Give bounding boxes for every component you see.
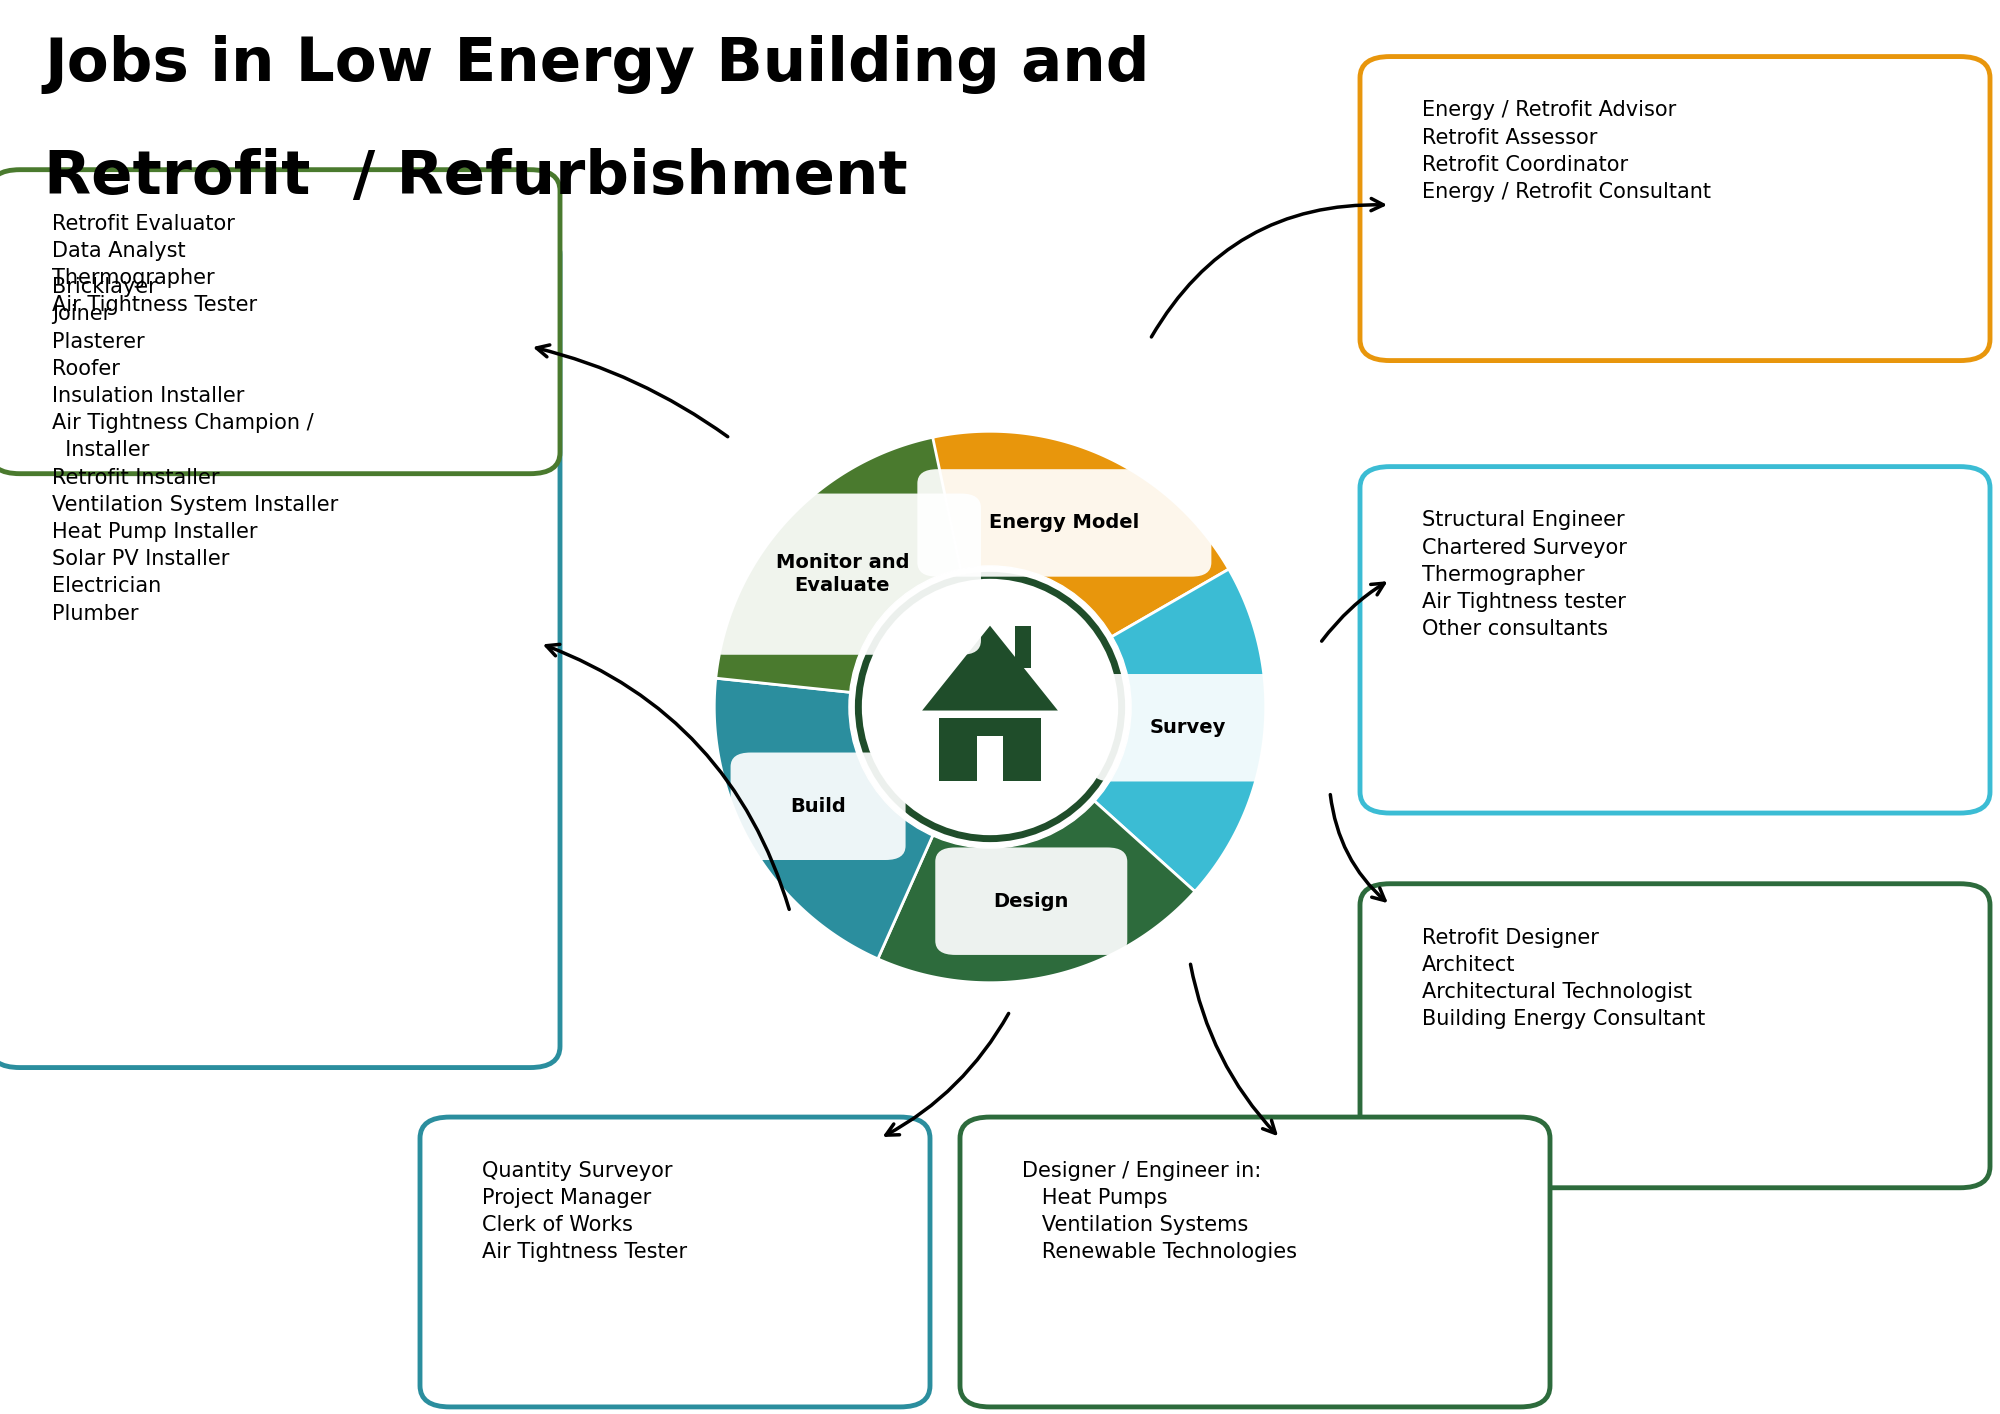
Text: Retrofit Evaluator
Data Analyst
Thermographer
Air Tightness Tester: Retrofit Evaluator Data Analyst Thermogr… [52,214,258,315]
FancyBboxPatch shape [918,469,1212,577]
FancyBboxPatch shape [1360,57,1990,361]
Polygon shape [922,625,1058,710]
FancyBboxPatch shape [0,233,560,1068]
Text: Designer / Engineer in:
   Heat Pumps
   Ventilation Systems
   Renewable Techno: Designer / Engineer in: Heat Pumps Venti… [1022,1161,1296,1263]
Text: Energy / Retrofit Advisor
Retrofit Assessor
Retrofit Coordinator
Energy / Retrof: Energy / Retrofit Advisor Retrofit Asses… [1422,100,1712,202]
Text: Energy Model: Energy Model [990,513,1140,533]
Text: Jobs in Low Energy Building and: Jobs in Low Energy Building and [44,35,1150,95]
FancyBboxPatch shape [420,1117,930,1407]
FancyBboxPatch shape [704,493,980,655]
Text: Monitor and
Evaluate: Monitor and Evaluate [776,553,910,595]
FancyBboxPatch shape [1360,467,1990,813]
Polygon shape [914,431,1332,639]
Text: Retrofit Designer
Architect
Architectural Technologist
Building Energy Consultan: Retrofit Designer Architect Architectura… [1422,928,1706,1029]
FancyBboxPatch shape [940,718,1040,781]
Polygon shape [716,320,962,693]
Polygon shape [828,797,1194,1069]
Ellipse shape [848,566,1132,848]
FancyBboxPatch shape [960,1117,1550,1407]
Text: Survey: Survey [1150,718,1226,737]
Text: Bricklayer
Joiner
Plasterer
Roofer
Insulation Installer
Air Tightness Champion /: Bricklayer Joiner Plasterer Roofer Insul… [52,277,338,624]
FancyBboxPatch shape [0,170,560,474]
FancyBboxPatch shape [978,735,1002,781]
Polygon shape [596,666,936,959]
FancyBboxPatch shape [936,847,1128,954]
Text: Build: Build [790,796,846,816]
Text: Design: Design [994,892,1068,911]
Text: Structural Engineer
Chartered Surveyor
Thermographer
Air Tightness tester
Other : Structural Engineer Chartered Surveyor T… [1422,510,1626,639]
Polygon shape [1090,568,1284,971]
FancyBboxPatch shape [730,752,906,860]
FancyBboxPatch shape [1016,625,1032,667]
Text: Quantity Surveyor
Project Manager
Clerk of Works
Air Tightness Tester: Quantity Surveyor Project Manager Clerk … [482,1161,688,1263]
FancyBboxPatch shape [1092,674,1284,782]
Text: Retrofit  / Refurbishment: Retrofit / Refurbishment [44,148,908,208]
FancyBboxPatch shape [1360,884,1990,1188]
